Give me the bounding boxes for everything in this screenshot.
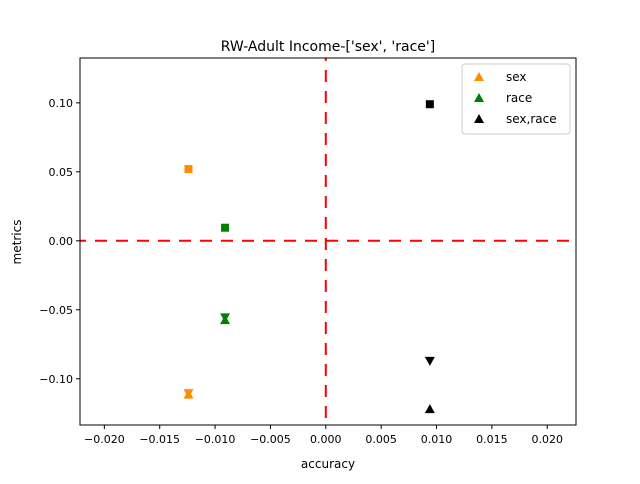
x-axis-ticks: −0.020 −0.015 −0.010 −0.005 0.000 0.005 0.010 0… — [84, 425, 563, 446]
y-tick-label: 0.00 — [49, 235, 74, 248]
x-tick-label: −0.015 — [139, 433, 180, 446]
plot-area-frame — [79, 57, 577, 426]
legend-marker — [474, 114, 484, 123]
x-tick-label: 0.005 — [365, 433, 397, 446]
x-axis-label: accuracy — [301, 457, 355, 471]
y-axis-ticks: −0.10 −0.05 0.00 0.05 0.10 — [39, 97, 80, 386]
legend-label: race — [506, 91, 532, 105]
x-tick-label: 0.010 — [421, 433, 453, 446]
legend: sex race sex,race — [461, 63, 571, 135]
data-point — [424, 356, 435, 366]
data-point — [221, 223, 230, 232]
chart-title: RW-Adult Income-['sex', 'race'] — [221, 39, 435, 55]
legend-marker — [474, 72, 484, 81]
legend-label: sex — [506, 70, 527, 84]
data-points — [183, 100, 435, 414]
reference-lines — [80, 58, 576, 425]
y-axis-label: metrics — [10, 220, 24, 265]
data-point — [425, 100, 434, 109]
y-tick-label: −0.05 — [39, 304, 73, 317]
x-tick-label: 0.015 — [476, 433, 508, 446]
data-point — [183, 389, 194, 399]
data-point — [184, 165, 193, 174]
x-tick-label: −0.010 — [195, 433, 236, 446]
x-tick-label: 0.000 — [310, 433, 342, 446]
x-tick-label: −0.020 — [84, 433, 125, 446]
legend-box — [461, 63, 571, 135]
x-tick-label: 0.020 — [531, 433, 563, 446]
x-tick-label: −0.005 — [250, 433, 291, 446]
data-point — [424, 404, 435, 414]
y-tick-label: 0.05 — [49, 166, 74, 179]
y-tick-label: −0.10 — [39, 373, 73, 386]
legend-marker — [474, 93, 484, 102]
data-point — [220, 315, 231, 325]
y-tick-label: 0.10 — [49, 97, 74, 110]
legend-label: sex,race — [506, 112, 557, 126]
